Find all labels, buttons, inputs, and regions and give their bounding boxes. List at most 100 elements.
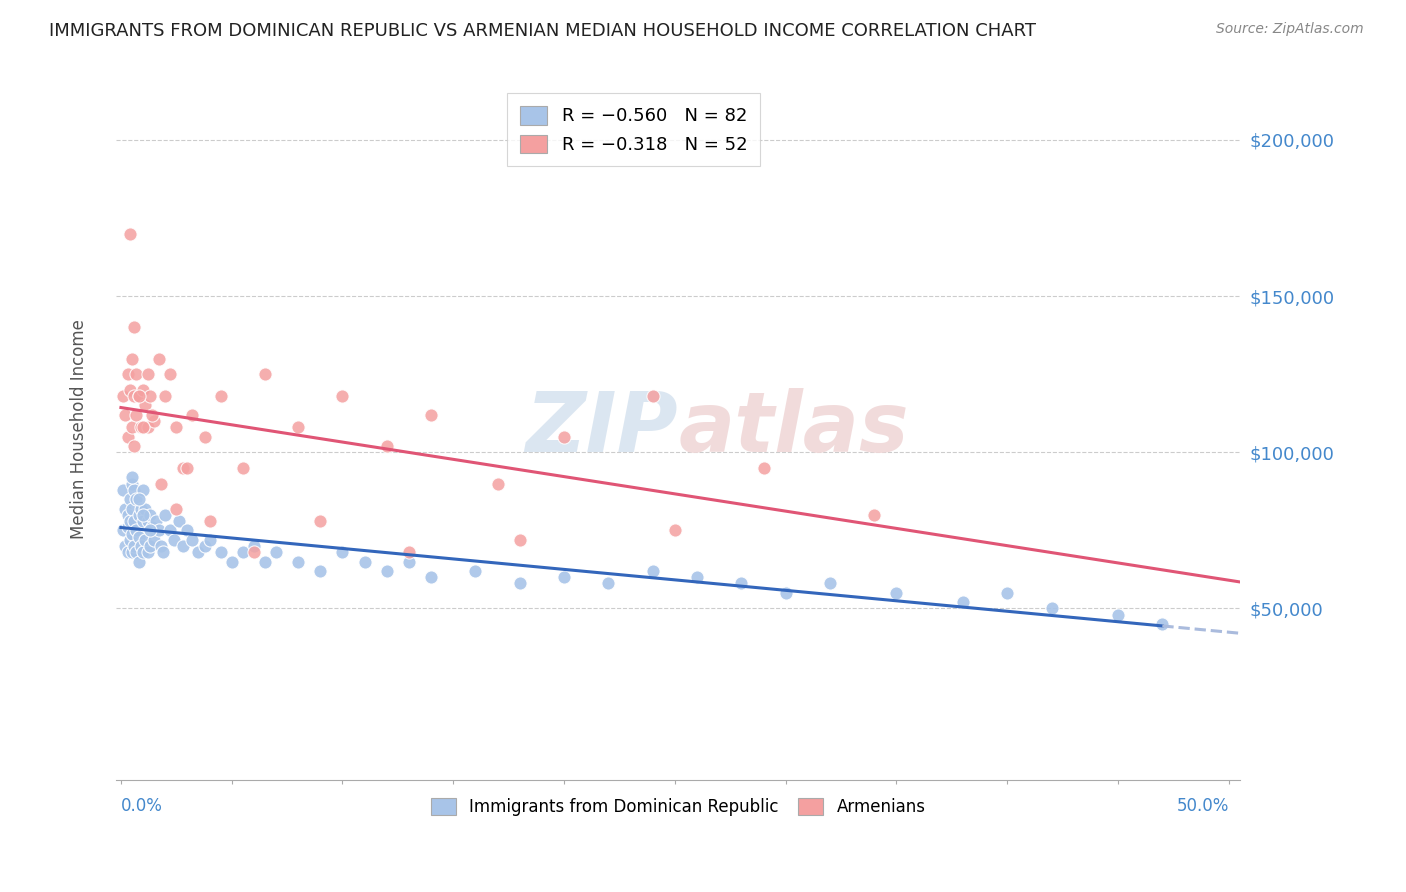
Point — [686, 570, 709, 584]
Point — [125, 368, 148, 382]
Point — [287, 420, 309, 434]
Point — [122, 389, 145, 403]
Point — [118, 492, 141, 507]
Point — [420, 570, 443, 584]
Point — [232, 545, 254, 559]
Point — [129, 539, 152, 553]
Point — [952, 595, 974, 609]
Point — [243, 539, 266, 553]
Point — [138, 524, 160, 538]
Point — [818, 576, 841, 591]
Point — [138, 389, 160, 403]
Point — [149, 539, 172, 553]
Point — [180, 533, 202, 547]
Point — [138, 539, 160, 553]
Text: 50.0%: 50.0% — [1177, 797, 1229, 815]
Point — [172, 539, 194, 553]
Point — [155, 389, 177, 403]
Point — [149, 476, 172, 491]
Point — [264, 545, 287, 559]
Point — [128, 530, 150, 544]
Point — [375, 564, 398, 578]
Point — [148, 524, 170, 538]
Point — [125, 524, 148, 538]
Point — [194, 430, 217, 444]
Point — [253, 555, 276, 569]
Point — [176, 524, 198, 538]
Point — [122, 539, 145, 553]
Point — [138, 508, 160, 522]
Point — [232, 461, 254, 475]
Text: atlas: atlas — [678, 388, 908, 469]
Point — [187, 545, 209, 559]
Point — [112, 389, 135, 403]
Point — [134, 501, 156, 516]
Point — [664, 524, 686, 538]
Point — [148, 351, 170, 366]
Point — [159, 524, 181, 538]
Point — [332, 545, 354, 559]
Point — [332, 389, 354, 403]
Point — [117, 508, 139, 522]
Text: Median Household Income: Median Household Income — [70, 319, 89, 539]
Point — [136, 514, 159, 528]
Point — [287, 555, 309, 569]
Point — [509, 576, 531, 591]
Point — [125, 545, 148, 559]
Point — [132, 514, 155, 528]
Point — [122, 439, 145, 453]
Point — [886, 586, 908, 600]
Point — [553, 430, 575, 444]
Point — [730, 576, 752, 591]
Point — [129, 420, 152, 434]
Point — [128, 555, 150, 569]
Point — [995, 586, 1018, 600]
Point — [132, 483, 155, 497]
Point — [167, 514, 190, 528]
Point — [128, 508, 150, 522]
Point — [145, 514, 167, 528]
Text: ZIP: ZIP — [526, 388, 678, 469]
Point — [641, 389, 664, 403]
Point — [176, 461, 198, 475]
Point — [118, 533, 141, 547]
Point — [194, 539, 217, 553]
Point — [141, 520, 163, 534]
Point — [165, 501, 187, 516]
Point — [398, 545, 420, 559]
Text: IMMIGRANTS FROM DOMINICAN REPUBLIC VS ARMENIAN MEDIAN HOUSEHOLD INCOME CORRELATI: IMMIGRANTS FROM DOMINICAN REPUBLIC VS AR… — [49, 22, 1036, 40]
Point — [209, 389, 232, 403]
Point — [863, 508, 886, 522]
Point — [125, 408, 148, 422]
Point — [122, 320, 145, 334]
Point — [553, 570, 575, 584]
Point — [112, 524, 135, 538]
Point — [159, 368, 181, 382]
Point — [209, 545, 232, 559]
Point — [117, 545, 139, 559]
Point — [353, 555, 375, 569]
Point — [132, 420, 155, 434]
Point — [136, 545, 159, 559]
Point — [598, 576, 620, 591]
Point — [132, 508, 155, 522]
Point — [114, 408, 136, 422]
Point — [180, 408, 202, 422]
Point — [152, 545, 174, 559]
Point — [1040, 601, 1063, 615]
Point — [128, 389, 150, 403]
Point — [141, 408, 163, 422]
Point — [118, 383, 141, 397]
Text: 0.0%: 0.0% — [121, 797, 163, 815]
Point — [121, 476, 143, 491]
Point — [309, 564, 332, 578]
Point — [132, 545, 155, 559]
Point — [752, 461, 775, 475]
Point — [117, 430, 139, 444]
Point — [143, 533, 166, 547]
Point — [172, 461, 194, 475]
Point — [1152, 617, 1174, 632]
Point — [117, 368, 139, 382]
Point — [132, 383, 155, 397]
Point — [125, 492, 148, 507]
